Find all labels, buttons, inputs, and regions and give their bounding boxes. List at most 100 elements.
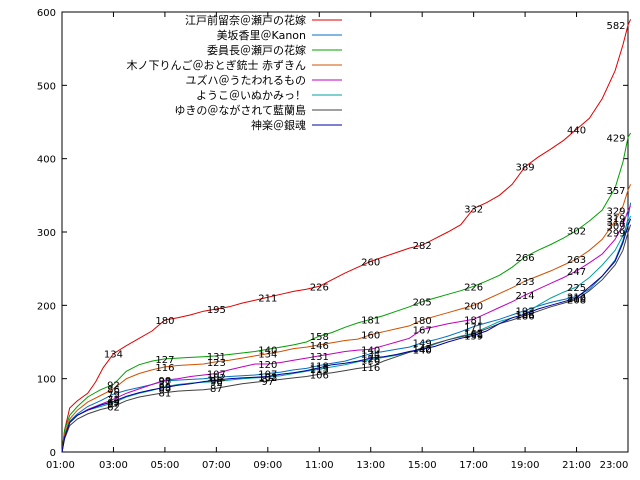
data-label-s4: 329	[606, 207, 625, 218]
data-label-s4: 140	[361, 345, 380, 356]
x-tick-label: 09:00	[253, 460, 282, 471]
data-label-s3: 357	[606, 186, 625, 197]
data-label-s0: 180	[155, 316, 174, 327]
data-label-s6: 62	[107, 403, 120, 414]
data-label-s4: 72	[107, 395, 120, 406]
y-tick-label: 400	[37, 155, 56, 166]
data-label-s3: 160	[361, 331, 380, 342]
data-label-s0: 582	[606, 21, 625, 32]
data-label-s3: 134	[258, 350, 277, 361]
y-tick-label: 200	[37, 301, 56, 312]
x-tick-label: 07:00	[202, 460, 231, 471]
data-label-s5: 96	[210, 378, 223, 389]
data-label-s2: 226	[464, 282, 483, 293]
data-label-s7: 159	[464, 331, 483, 342]
data-label-s3: 233	[516, 277, 535, 288]
data-label-s2: 266	[516, 253, 535, 264]
y-axis: 0 100 200 300 400 500 600	[37, 8, 628, 459]
y-tick-label: 500	[37, 81, 56, 92]
data-label-s0: 211	[258, 293, 277, 304]
data-label-s0: 282	[413, 241, 432, 252]
data-label-s3: 116	[155, 363, 174, 374]
data-label-s5: 67	[107, 399, 120, 410]
data-label-s0: 134	[104, 350, 123, 361]
data-label-s3: 180	[413, 316, 432, 327]
data-label-s3: 263	[567, 255, 586, 266]
data-label-s7: 210	[567, 294, 586, 305]
data-label-s1: 107	[258, 370, 277, 381]
x-tick-label: 23:00	[600, 460, 629, 471]
series-line-0	[61, 19, 632, 453]
data-label-s5: 188	[516, 310, 535, 321]
data-label-s4: 247	[567, 267, 586, 278]
x-tick-label: 19:00	[511, 460, 540, 471]
data-label-s1: 79	[107, 390, 120, 401]
series-line-6	[61, 224, 632, 453]
data-label-s4: 214	[516, 291, 535, 302]
data-label-s6: 87	[210, 384, 223, 395]
x-tick-label: 15:00	[408, 460, 437, 471]
data-label-s4: 107	[207, 370, 226, 381]
x-tick-label: 17:00	[459, 460, 488, 471]
legend-label-3: 木ノ下りんご＠おとぎ銃士 赤ずきん	[127, 58, 307, 72]
data-label-s5: 126	[361, 356, 380, 367]
data-label-s3: 200	[464, 301, 483, 312]
data-label-s5: 314	[606, 218, 625, 229]
series-line-1	[61, 202, 632, 453]
data-label-s2: 302	[567, 227, 586, 238]
series-line-3	[61, 184, 632, 453]
legend-label-4: ユズハ＠うたわれるもの	[186, 73, 306, 87]
series-line-4	[61, 205, 632, 453]
y-tick-label: 100	[37, 375, 56, 386]
data-label-s4: 181	[464, 315, 483, 326]
data-label-s4: 98	[159, 376, 172, 387]
data-label-s1: 171	[464, 323, 483, 334]
data-label-s2: 181	[361, 315, 380, 326]
data-label-s6: 186	[516, 312, 535, 323]
series-line-7	[61, 218, 632, 453]
data-label-s3: 86	[107, 385, 120, 396]
data-label-s4: 167	[413, 326, 432, 337]
data-label-s7: 88	[159, 383, 172, 394]
data-label-s5: 162	[464, 329, 483, 340]
data-label-s1: 319	[606, 214, 625, 225]
data-label-s2: 127	[155, 355, 174, 366]
y-tick-label: 0	[50, 448, 56, 459]
data-label-s7: 140	[413, 345, 432, 356]
data-label-s7: 188	[516, 310, 535, 321]
legend-label-2: 委員長＠瀬戸の花嫁	[207, 43, 306, 57]
x-axis: 01:00 03:00 05:00 07:00 09:00 11:00 13:00 15:00…	[46, 12, 629, 471]
data-label-s5: 89	[159, 383, 172, 394]
data-label-s5: 102	[258, 373, 277, 384]
data-label-s0: 332	[464, 205, 483, 216]
data-label-s2: 131	[207, 352, 226, 363]
y-tick-label: 300	[37, 228, 56, 239]
data-label-s0: 260	[361, 257, 380, 268]
data-label-s6: 116	[361, 363, 380, 374]
data-label-s0: 389	[516, 163, 535, 174]
legend: 江戸前留奈＠瀬戸の花嫁美坂香里＠Kanon委員長＠瀬戸の花嫁木ノ下りんご＠おとぎ…	[127, 13, 342, 132]
data-label-s4: 120	[258, 360, 277, 371]
x-tick-label: 05:00	[150, 460, 179, 471]
data-label-s6: 161	[464, 330, 483, 341]
data-label-s3: 146	[310, 341, 329, 352]
data-label-s3: 123	[207, 358, 226, 369]
data-label-s2: 92	[107, 381, 120, 392]
legend-label-7: 神楽＠銀魂	[251, 118, 306, 132]
data-label-s4: 131	[310, 352, 329, 363]
data-label-s5: 225	[567, 283, 586, 294]
data-label-s5: 113	[310, 365, 329, 376]
data-label-s0: 226	[310, 282, 329, 293]
legend-label-5: ようこ＠いぬかみっ！	[196, 89, 306, 102]
data-label-s6: 208	[567, 295, 586, 306]
data-label-s1: 149	[413, 339, 432, 350]
x-tick-label: 01:00	[46, 460, 75, 471]
data-label-s7: 115	[310, 364, 329, 375]
x-tick-label: 21:00	[562, 460, 591, 471]
x-tick-label: 03:00	[99, 460, 128, 471]
x-tick-label: 11:00	[305, 460, 334, 471]
data-label-s1: 134	[361, 350, 380, 361]
legend-label-1: 美坂香里＠Kanon	[217, 29, 306, 42]
